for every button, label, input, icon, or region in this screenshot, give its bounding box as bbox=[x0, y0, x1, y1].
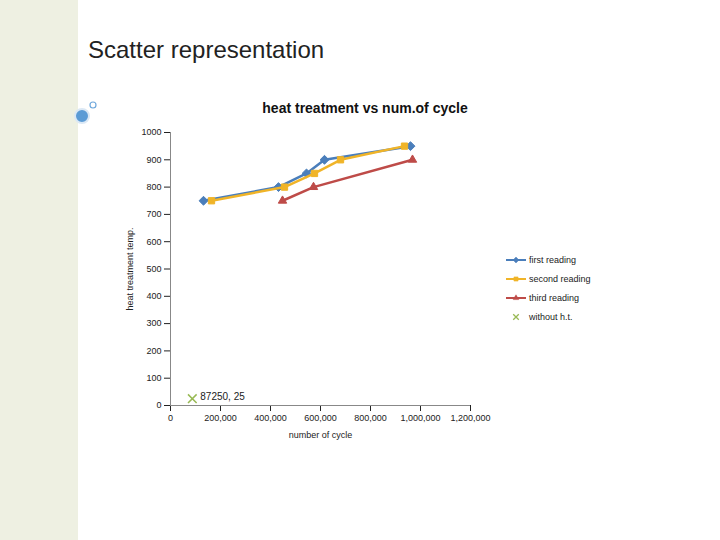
svg-text:800: 800 bbox=[146, 182, 161, 192]
html-text:second reading: second reading bbox=[529, 273, 591, 284]
svg-text:1000: 1000 bbox=[141, 127, 161, 137]
svg-text:200: 200 bbox=[146, 346, 161, 356]
svg-text:100: 100 bbox=[146, 373, 161, 383]
svg-text:700: 700 bbox=[146, 209, 161, 219]
svg-text:900: 900 bbox=[146, 155, 161, 165]
html-text:Scatter representation: Scatter representation bbox=[88, 36, 325, 63]
svg-text:1,000,000: 1,000,000 bbox=[400, 413, 440, 423]
svg-text:number of cycle: number of cycle bbox=[289, 430, 353, 440]
svg-text:600,000: 600,000 bbox=[304, 413, 337, 423]
svg-text:0: 0 bbox=[168, 413, 173, 423]
svg-text:200,000: 200,000 bbox=[204, 413, 237, 423]
html-text:heat treatment vs num.of cycle: heat treatment vs num.of cycle bbox=[262, 100, 468, 116]
svg-text:500: 500 bbox=[146, 264, 161, 274]
svg-text:400: 400 bbox=[146, 291, 161, 301]
svg-text:800,000: 800,000 bbox=[354, 413, 387, 423]
html-text:first reading: first reading bbox=[529, 254, 576, 265]
html-text:without h.t.: without h.t. bbox=[529, 311, 573, 322]
svg-text:87250, 25: 87250, 25 bbox=[200, 391, 245, 402]
svg-text:0: 0 bbox=[156, 400, 161, 410]
html-text:third reading: third reading bbox=[529, 292, 579, 303]
svg-text:heat treatment temp.: heat treatment temp. bbox=[125, 227, 135, 310]
svg-text:1,200,000: 1,200,000 bbox=[450, 413, 490, 423]
svg-text:400,000: 400,000 bbox=[254, 413, 287, 423]
svg-text:600: 600 bbox=[146, 237, 161, 247]
svg-text:300: 300 bbox=[146, 318, 161, 328]
